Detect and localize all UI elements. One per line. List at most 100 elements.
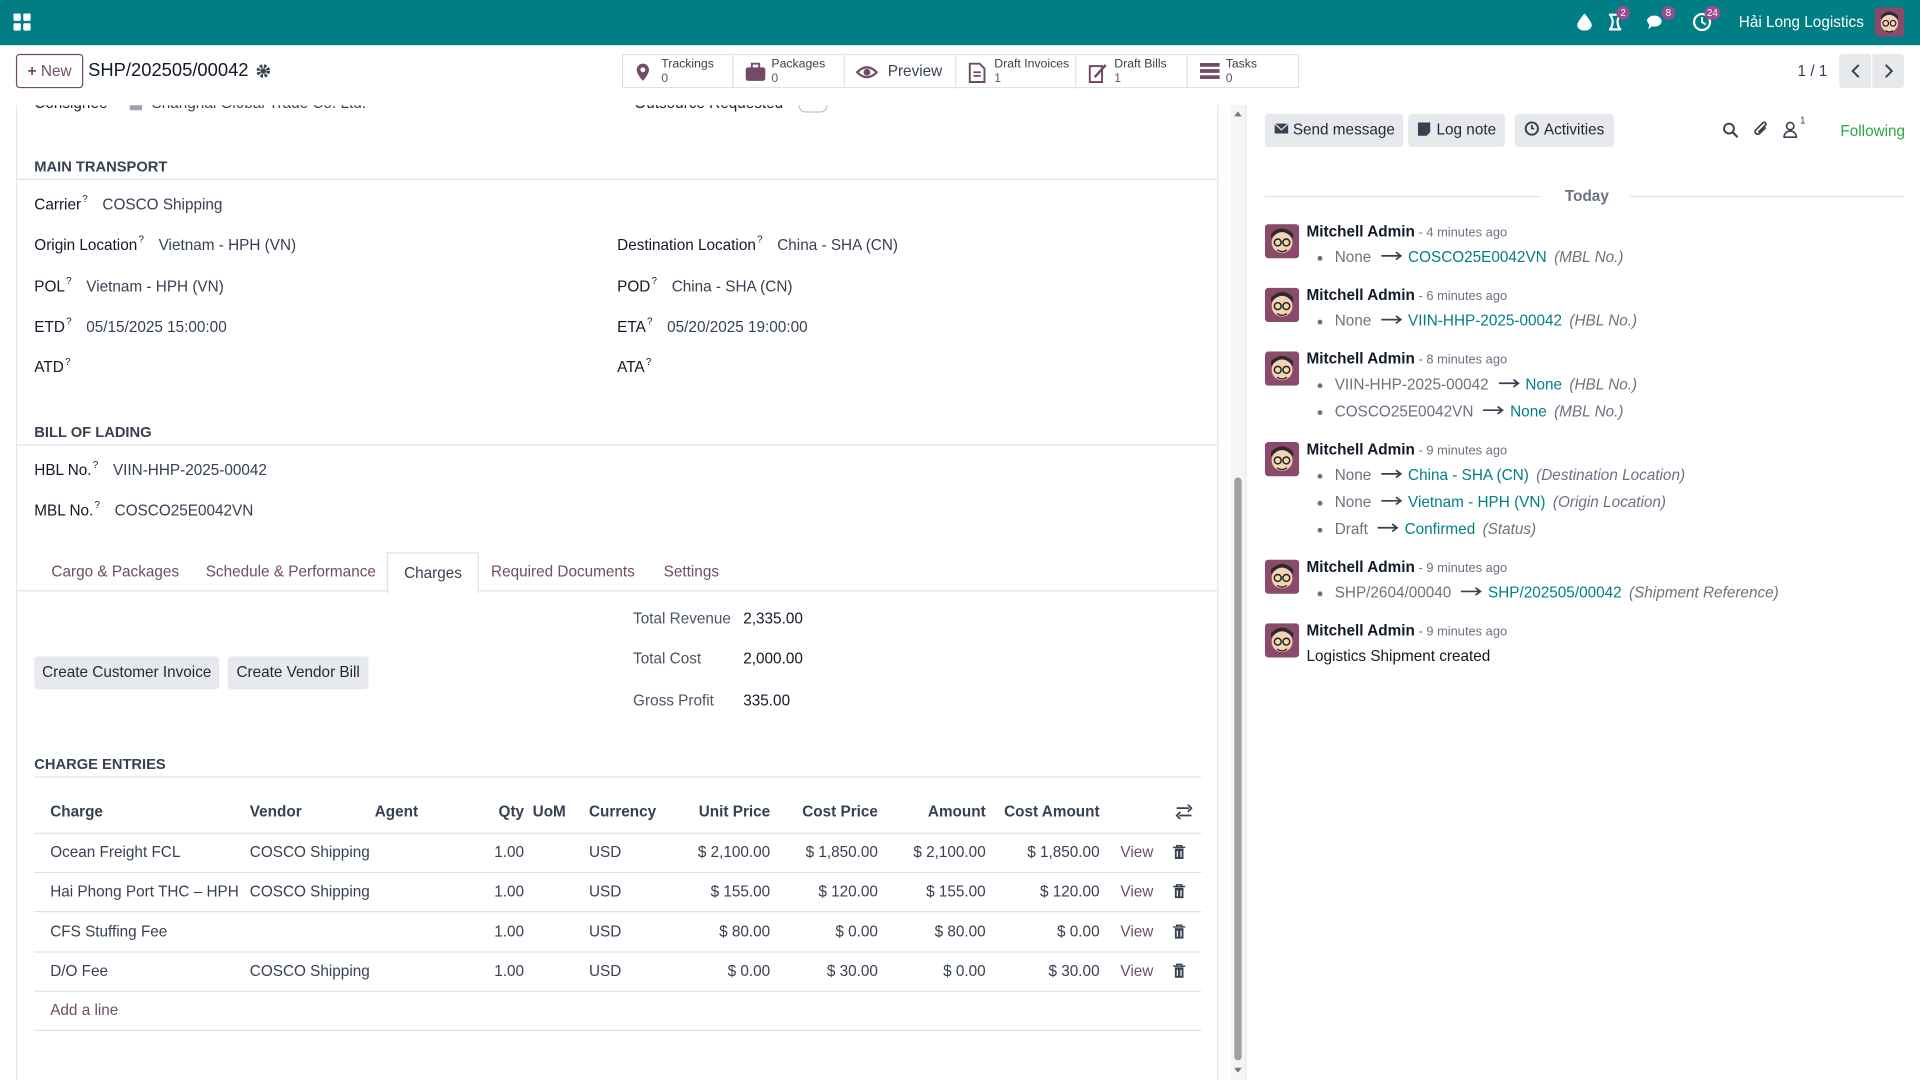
toggle[interactable] [798, 105, 828, 113]
help-mark: ? [94, 499, 100, 511]
help-mark: ? [651, 275, 657, 287]
chatter-button[interactable]: Log note [1408, 113, 1505, 147]
top-bar: Hải Long Logistics 2 8 24 [0, 0, 1920, 46]
column-header: Cost Price [802, 803, 878, 821]
table-cell: $ 80.00 [934, 923, 986, 941]
notification-badge: 2 [1616, 6, 1630, 20]
author-avatar [1264, 623, 1300, 661]
section-divider [34, 776, 1202, 778]
tab[interactable]: Charges [386, 552, 480, 594]
search-icon[interactable] [1723, 122, 1739, 143]
smart-button[interactable]: Packages 0 [732, 53, 845, 89]
total-label: Total Cost [633, 650, 702, 668]
field-label: ETD [34, 318, 65, 336]
field-label: ATD [34, 358, 64, 376]
smart-button-text: Draft Bills 1 [1114, 58, 1166, 87]
pager-next[interactable] [1872, 53, 1905, 89]
author-name: Mitchell Admin [1306, 622, 1415, 640]
help-mark: ? [138, 233, 144, 245]
chatter-button[interactable]: Send message [1264, 113, 1404, 147]
message: Mitchell Admin - 9 minutes ago SHP/2604/00… [1264, 556, 1914, 606]
arrow-icon [1371, 249, 1408, 266]
column-header: Cost Amount [1004, 803, 1100, 821]
smart-button[interactable]: Trackings 0 [622, 53, 734, 89]
column-settings[interactable] [1175, 803, 1193, 824]
view-button[interactable]: View [1120, 962, 1154, 980]
following-button[interactable]: Following [1840, 122, 1906, 140]
chatter-button[interactable]: Activities [1514, 113, 1614, 147]
help-mark: ? [64, 356, 71, 368]
smart-button-icon [744, 62, 766, 88]
form-field: HBL No.? VIIN-HHP-2025-00042 [34, 459, 267, 480]
delete-icon[interactable] [1173, 844, 1186, 865]
new-value: SHP/202505/00042 [1488, 584, 1622, 602]
smart-button[interactable]: Preview [843, 53, 957, 89]
smart-button[interactable]: Draft Bills 1 [1075, 53, 1188, 89]
smart-button-count: 1 [1114, 72, 1122, 86]
delete-icon[interactable] [1173, 883, 1186, 904]
smart-button[interactable]: Tasks 0 [1186, 53, 1300, 89]
arrow-icon [1371, 467, 1408, 484]
tab[interactable]: Cargo & Packages [51, 563, 180, 581]
field-name: (Status) [1482, 520, 1537, 538]
day-divider [1264, 195, 1541, 198]
table-cell: USD [588, 843, 622, 861]
view-button[interactable]: View [1120, 843, 1154, 861]
view-button[interactable]: View [1120, 882, 1154, 901]
field-label: Carrier [34, 195, 82, 214]
form-field: Destination Location? China - SHA (CN) [617, 234, 898, 255]
total-value: 335.00 [743, 691, 791, 709]
section-divider [17, 178, 1218, 181]
company-name[interactable]: Hải Long Logistics [1738, 13, 1864, 31]
tracking-change: None Vietnam - HPH (VN) (Origin Location) [1265, 489, 1914, 516]
table-cell: $ 0.00 [943, 962, 986, 980]
activity-icon[interactable] [1608, 13, 1623, 31]
apps-icon[interactable] [13, 13, 31, 31]
table-cell: COSCO Shipping [249, 962, 370, 980]
table-cell: COSCO Shipping [249, 843, 370, 861]
author-name: Mitchell Admin [1306, 440, 1415, 458]
record-title: SHP/202505/00042 [88, 60, 249, 81]
table-cell: $ 2,100.00 [913, 843, 986, 861]
smart-button-count: 0 [1225, 72, 1233, 86]
drop-icon[interactable] [1577, 13, 1592, 31]
tracking-change: VIIN-HHP-2025-00042 None (HBL No.) [1265, 371, 1914, 398]
view-button[interactable]: View [1120, 923, 1154, 941]
attachment-icon[interactable] [1753, 121, 1769, 143]
add-line[interactable]: Add a line [50, 1001, 119, 1019]
field-value: China - SHA (CN) [671, 277, 793, 296]
user-avatar[interactable] [1874, 7, 1905, 37]
total-label: Total Revenue [633, 609, 731, 627]
clock-icon[interactable] [1692, 12, 1712, 32]
field-label: Destination Location [617, 236, 756, 254]
field-label: Consignee [34, 105, 107, 111]
scrollbar[interactable] [1230, 105, 1246, 1080]
tab[interactable]: Required Documents [491, 563, 635, 581]
help-mark: ? [66, 275, 72, 287]
help-mark: ? [82, 193, 88, 205]
row-divider [34, 911, 1202, 913]
smart-button-icon [1199, 62, 1221, 88]
table-cell: $ 30.00 [826, 962, 878, 980]
gear-icon[interactable] [256, 64, 271, 79]
follower-icon[interactable] [1783, 121, 1798, 143]
tab[interactable]: Settings [663, 563, 719, 581]
table-cell: $ 80.00 [719, 923, 771, 941]
tab[interactable]: Schedule & Performance [205, 563, 376, 581]
form-field: ATD? [34, 356, 71, 378]
arrow-icon [1371, 493, 1408, 510]
action-button[interactable]: Create Customer Invoice [34, 656, 220, 690]
field-value: 05/20/2025 19:00:00 [667, 318, 808, 336]
author-name: Mitchell Admin [1306, 286, 1415, 304]
delete-icon[interactable] [1173, 963, 1186, 984]
pager-prev[interactable] [1839, 53, 1872, 89]
table-cell: CFS Stuffing Fee [50, 923, 168, 941]
new-button[interactable]: + New [15, 53, 84, 89]
delete-icon[interactable] [1173, 924, 1186, 944]
smart-button-icon [855, 62, 879, 88]
row-divider [34, 832, 1202, 834]
action-button[interactable]: Create Vendor Bill [227, 656, 369, 690]
messages-icon[interactable] [1646, 13, 1667, 31]
smart-button[interactable]: Draft Invoices 1 [955, 53, 1077, 89]
